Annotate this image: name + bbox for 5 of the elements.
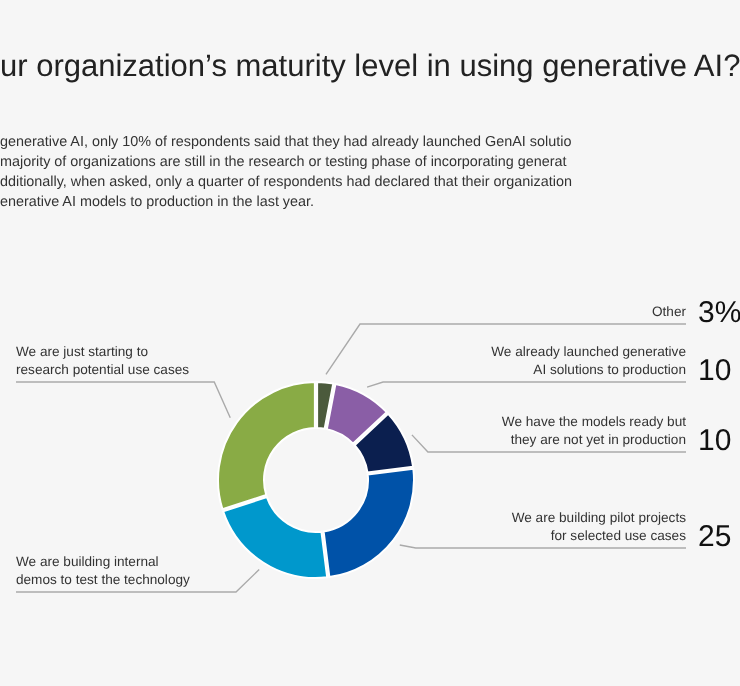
chart-title: ur organization’s maturity level in using generative AI? (0, 50, 740, 84)
data-label: 10 (698, 354, 732, 388)
data-label: 10 (698, 424, 732, 458)
data-label: 3% (698, 296, 740, 330)
data-label: 25 (698, 520, 732, 554)
